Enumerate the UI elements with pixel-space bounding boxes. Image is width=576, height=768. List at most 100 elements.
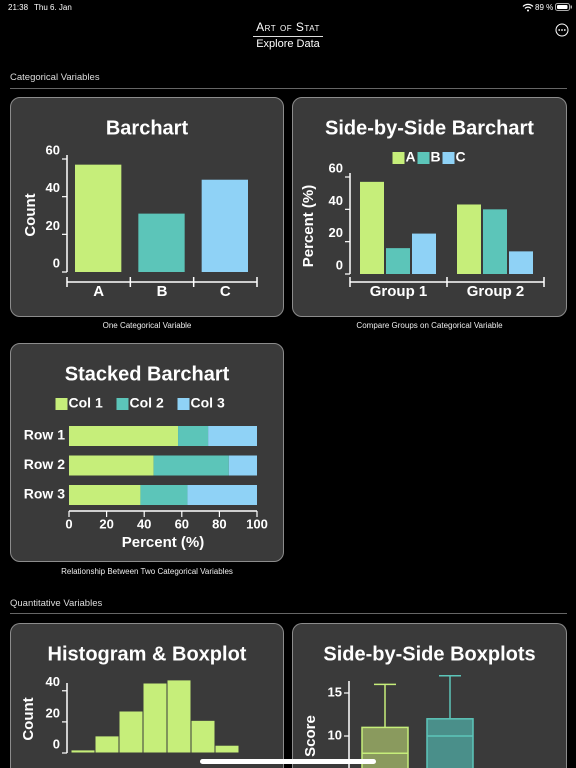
y-tick-label: 15: [328, 684, 342, 699]
y-axis-label: Percent (%): [300, 185, 317, 268]
histogram-bar: [94, 735, 120, 754]
page-title: Explore Data: [256, 38, 320, 50]
chart-card[interactable]: Barchart Count 0 20 40 60 A B C: [10, 97, 284, 317]
section-title: Categorical Variables: [10, 72, 100, 83]
y-tick-label: 40: [46, 674, 60, 689]
home-indicator: [200, 759, 376, 764]
bar: [509, 251, 533, 274]
x-tick-label: 20: [99, 516, 113, 531]
y-axis-label: Count: [22, 193, 39, 236]
bar: [412, 233, 436, 274]
bar: [360, 181, 384, 274]
chart: Stacked Barchart Col 1 Col 2 Col 3 Row 1 Row …: [24, 363, 268, 551]
chart: Barchart Count 0 20 40 60 A B C: [22, 117, 258, 300]
y-tick-label: 20: [46, 218, 60, 233]
histogram-bar: [214, 744, 240, 754]
chart-card[interactable]: Histogram & Boxplot Count 0 20 40: [10, 623, 284, 768]
legend-swatch: [442, 152, 455, 164]
bar: [483, 209, 507, 274]
status-time: 21:38: [8, 3, 29, 12]
y-axis-label: Score: [302, 715, 319, 757]
legend-label: Col 1: [69, 395, 103, 411]
bar-segment: [208, 426, 257, 446]
y-tick-label: 40: [329, 193, 343, 208]
legend-label: B: [431, 149, 441, 165]
x-tick-label: Group 1: [370, 283, 428, 300]
bar-segment: [153, 455, 229, 476]
histogram-bar: [190, 719, 216, 754]
bar: [457, 204, 481, 274]
header-divider: [253, 36, 323, 37]
legend-swatch: [392, 152, 405, 164]
card-caption: Relationship Between Two Categorical Var…: [61, 567, 233, 576]
y-tick-label: Row 2: [24, 456, 65, 472]
more-button[interactable]: [555, 23, 569, 37]
x-tick-label: 60: [175, 516, 189, 531]
chart-title: Side-by-Side Barchart: [325, 117, 534, 139]
chart-title: Side-by-Side Boxplots: [323, 643, 535, 665]
bar-segment: [228, 455, 257, 476]
histogram-bar: [70, 749, 96, 754]
bar-segment: [187, 485, 257, 505]
status-date: Thu 6. Jan: [34, 3, 72, 12]
bar-segment: [69, 426, 179, 446]
bar-segment: [178, 426, 209, 446]
chart-title: Barchart: [106, 117, 189, 139]
card-caption: One Categorical Variable: [102, 321, 192, 330]
app-title: Art of Stat: [256, 20, 320, 34]
section-divider: [10, 88, 567, 89]
bar: [201, 179, 248, 272]
chart: Histogram & Boxplot Count 0 20 40: [20, 643, 247, 754]
histogram-bar: [166, 679, 192, 754]
box: [361, 726, 409, 768]
bar-segment: [69, 485, 141, 505]
chart-title: Histogram & Boxplot: [48, 643, 247, 665]
bar: [75, 164, 122, 272]
battery-icon: [555, 3, 572, 11]
x-tick-label: Group 2: [467, 283, 525, 300]
bar: [138, 213, 185, 272]
y-tick-label: 20: [329, 225, 343, 240]
y-tick-label: Row 1: [24, 427, 65, 443]
section-divider: [10, 613, 567, 614]
chart-card[interactable]: Side-by-Side Barchart A B C Percent (%) 0 20 40…: [292, 97, 567, 317]
y-axis-label: Count: [20, 697, 37, 740]
y-tick-label: Row 3: [24, 486, 65, 502]
legend-swatch: [177, 398, 190, 410]
chart-card[interactable]: Side-by-Side Boxplots Score 10 15: [292, 623, 567, 768]
histogram-bar: [118, 710, 144, 754]
y-tick-label: 60: [329, 160, 343, 175]
legend-swatch: [417, 152, 430, 164]
y-tick-label: 0: [53, 255, 60, 270]
y-tick-label: 10: [328, 727, 342, 742]
bar-segment: [140, 485, 188, 505]
x-axis-label: Percent (%): [122, 534, 205, 551]
y-tick-label: 20: [46, 705, 60, 720]
histogram-bar: [142, 682, 168, 754]
section-title: Quantitative Variables: [10, 598, 103, 609]
chart-title: Stacked Barchart: [65, 363, 230, 385]
bar-segment: [69, 455, 154, 476]
x-tick-label: B: [157, 283, 168, 300]
legend-label: C: [456, 149, 466, 165]
card-caption: Compare Groups on Categorical Variable: [356, 321, 503, 330]
x-tick-label: A: [93, 283, 104, 300]
y-tick-label: 0: [336, 257, 343, 272]
chart-card[interactable]: Stacked Barchart Col 1 Col 2 Col 3 Row 1 Row …: [10, 343, 284, 562]
legend-label: Col 3: [191, 395, 225, 411]
legend-swatch: [55, 398, 68, 410]
x-tick-label: 0: [65, 516, 72, 531]
x-tick-label: C: [220, 283, 231, 300]
chart: Side-by-Side Barchart A B C Percent (%) 0 20 40…: [300, 117, 545, 300]
x-tick-label: 100: [246, 516, 268, 531]
x-tick-label: 40: [137, 516, 151, 531]
legend-swatch: [116, 398, 129, 410]
legend-label: Col 2: [130, 395, 164, 411]
y-tick-label: 0: [53, 736, 60, 751]
y-tick-label: 40: [46, 180, 60, 195]
x-tick-label: 80: [212, 516, 226, 531]
bar: [386, 248, 410, 274]
chart: Side-by-Side Boxplots Score 10 15: [302, 643, 536, 768]
wifi-icon: [522, 3, 534, 12]
